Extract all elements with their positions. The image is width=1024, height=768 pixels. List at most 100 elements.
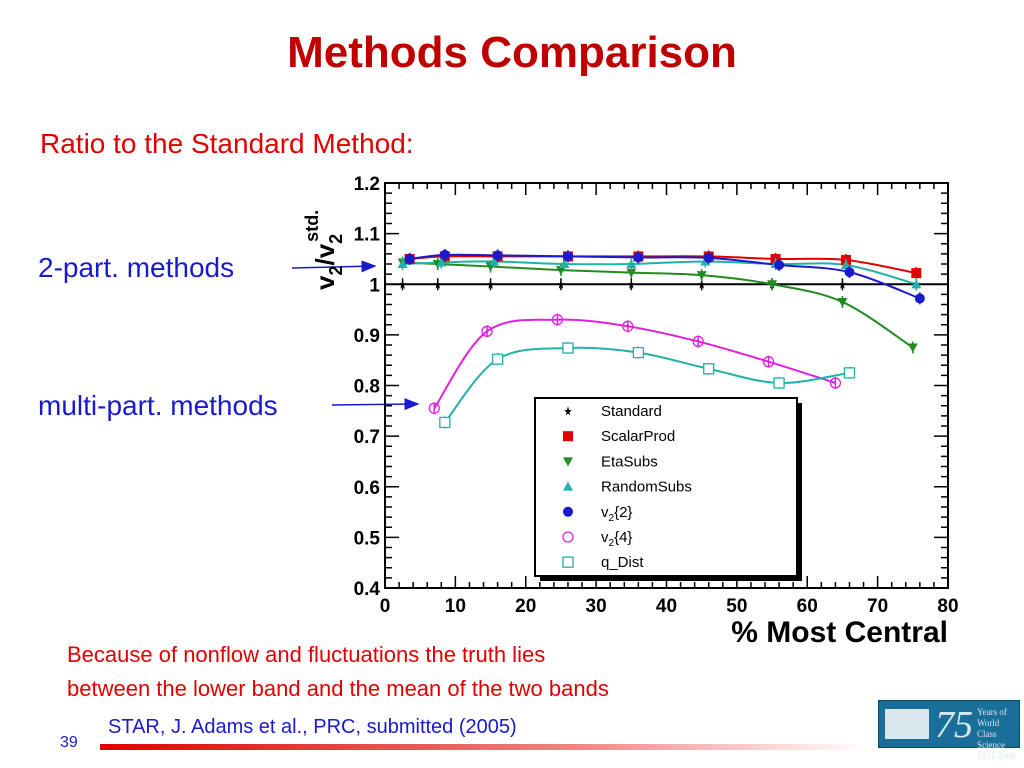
- legend-label: ScalarProd: [601, 428, 675, 445]
- point-standard: [557, 279, 565, 289]
- point-standard: [434, 279, 442, 289]
- curve-etasubs: [402, 261, 914, 349]
- point-v2-2: [914, 293, 925, 304]
- point-etasubs: [837, 297, 848, 307]
- point-standard: [398, 279, 407, 289]
- point-v2-2: [774, 260, 785, 271]
- slide-subtitle: Ratio to the Standard Method:: [40, 128, 414, 159]
- legend-marker: [563, 431, 573, 442]
- y-axis-label: v2/v2std.: [302, 210, 346, 290]
- y-tick-label: 0.9: [354, 326, 380, 347]
- point-randomsubs: [489, 256, 500, 266]
- axis-text-layer: 0 10 20 30 40 50 60 70 80 0.4 0.5 0.6 0.7 0.8 0.9 1 1.1 1…: [302, 174, 959, 649]
- legend-marker: [562, 531, 574, 543]
- point-etasubs: [767, 280, 778, 290]
- x-tick-label: 40: [656, 596, 677, 617]
- legend-label: v2{4}: [601, 529, 632, 549]
- point-v2-2: [633, 252, 644, 263]
- point-v2-4: [551, 314, 564, 326]
- legend-marker: [564, 406, 572, 416]
- y-tick-label: 1.1: [354, 225, 381, 246]
- point-randomsubs: [626, 259, 637, 268]
- logo-number: 75: [935, 704, 973, 746]
- legend-label: EtaSubs: [601, 453, 658, 470]
- x-tick-label: 60: [797, 596, 818, 617]
- arrow-multipart: [331, 398, 420, 411]
- point-q-dist: [562, 342, 574, 354]
- plot-frame: [384, 182, 949, 589]
- point-scalarprod: [911, 268, 922, 279]
- y-tick-label: 0.4: [354, 579, 381, 600]
- label-2part-methods: 2-part. methods: [38, 252, 235, 283]
- x-tick-label: 10: [445, 596, 466, 617]
- point-v2-4: [692, 335, 704, 348]
- slide-title: Methods Comparison: [287, 28, 737, 77]
- legend-marker: [563, 481, 573, 491]
- x-tick-label: 70: [867, 596, 888, 617]
- point-randomsubs: [559, 259, 570, 268]
- marker-layer: [397, 248, 925, 429]
- legend-label: v2{2}: [601, 504, 632, 524]
- point-q-dist: [843, 367, 856, 379]
- y-tick-label: 1.2: [354, 174, 380, 195]
- point-v2-2: [703, 252, 714, 263]
- logo-text: Years of World Class Science 1931-2006: [977, 707, 1016, 761]
- label-multipart-methods: multi-part. methods: [38, 390, 278, 421]
- point-v2-2: [439, 249, 450, 260]
- legend-label: RandomSubs: [601, 479, 692, 496]
- point-v2-4: [622, 320, 634, 332]
- point-v2-4: [829, 377, 842, 389]
- point-q-dist: [439, 416, 451, 429]
- point-etasubs: [555, 266, 566, 276]
- point-etasubs: [696, 271, 707, 281]
- arrow-2part: [291, 260, 377, 273]
- building-icon: [885, 709, 929, 739]
- citation: STAR, J. Adams et al., PRC, submitted (2…: [108, 716, 517, 738]
- point-q-dist: [491, 353, 504, 365]
- point-standard: [838, 279, 847, 289]
- point-v2-4: [428, 402, 440, 414]
- point-randomsubs: [436, 257, 447, 267]
- x-tick-label: 0: [380, 596, 391, 617]
- anniversary-logo: 75 Years of World Class Science 1931-200…: [878, 700, 1020, 761]
- y-tick-label: 0.7: [354, 427, 380, 448]
- note-line-1: Because of nonflow and fluctuations the …: [67, 642, 546, 667]
- point-randomsubs: [397, 259, 408, 268]
- footer-rule: [100, 744, 870, 750]
- x-tick-label: 80: [937, 596, 958, 617]
- legend-label: q_Dist: [601, 554, 644, 571]
- y-tick-label: 0.8: [354, 377, 380, 398]
- legend: Standard ScalarProd EtaSubs RandomSubs v2{2}…: [534, 397, 802, 581]
- point-v2-2: [844, 267, 855, 278]
- x-tick-label: 20: [515, 596, 536, 617]
- point-q-dist: [703, 363, 715, 375]
- point-v2-2: [404, 253, 415, 264]
- note-line-2: between the lower band and the mean of t…: [67, 676, 609, 701]
- point-etasubs: [907, 343, 918, 353]
- point-v2-2: [492, 250, 503, 261]
- y-tick-label: 1: [369, 275, 380, 296]
- point-randomsubs: [840, 260, 851, 270]
- point-v2-2: [562, 251, 573, 262]
- annotation-arrows: [291, 260, 420, 411]
- x-tick-label: 50: [726, 596, 747, 617]
- point-randomsubs: [911, 279, 922, 289]
- legend-box: [534, 397, 798, 577]
- legend-marker: [563, 457, 573, 467]
- x-axis-label: % Most Central: [731, 616, 948, 649]
- x-tick-label: 30: [586, 596, 607, 617]
- y-tick-label: 0.5: [354, 528, 381, 549]
- point-q-dist: [632, 346, 644, 359]
- point-etasubs: [626, 268, 637, 278]
- point-standard: [697, 279, 706, 289]
- y-tick-label: 0.6: [354, 478, 380, 499]
- point-v2-4: [481, 325, 493, 337]
- point-standard: [486, 279, 495, 289]
- legend-label: Standard: [601, 403, 662, 420]
- legend-marker: [563, 506, 573, 517]
- legend-marker: [562, 556, 574, 568]
- point-q-dist: [773, 377, 785, 389]
- page-number: 39: [60, 734, 78, 751]
- point-standard: [627, 279, 636, 289]
